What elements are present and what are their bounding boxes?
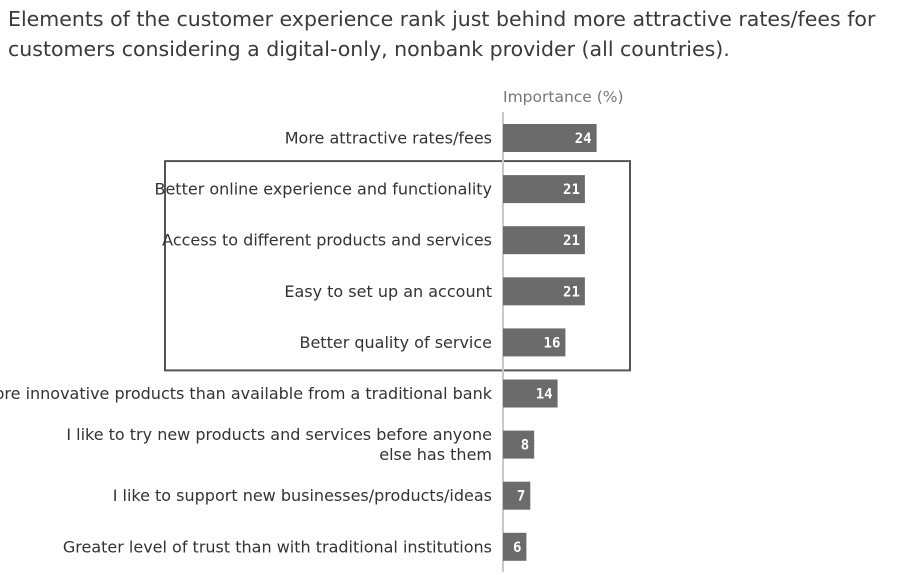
bar (503, 430, 535, 459)
data-label: 8 (521, 438, 529, 454)
value-axis-header: Importance (%) (503, 88, 624, 106)
data-label: 16 (544, 335, 561, 351)
data-label: 7 (517, 489, 525, 505)
category-label: More attractive rates/fees (285, 129, 492, 148)
data-label: 21 (563, 182, 580, 198)
category-label: Better quality of service (299, 333, 492, 352)
bars-group: 24 More attractive rates/fees 21 Better onl… (0, 124, 597, 561)
bar (503, 277, 585, 306)
bar (503, 124, 597, 152)
category-label: Greater level of trust than with traditi… (63, 537, 492, 556)
category-label: Better online experience and functionali… (154, 180, 492, 199)
category-label: More innovative products than available … (0, 384, 493, 403)
bar (503, 175, 585, 204)
data-label: 21 (563, 284, 580, 300)
highlight-box (164, 160, 631, 372)
bar (503, 328, 566, 357)
data-label: 6 (513, 540, 521, 556)
bar (503, 226, 585, 255)
category-label: I like to try new products and services … (66, 425, 492, 464)
data-label: 14 (536, 387, 553, 403)
data-label: 24 (575, 131, 592, 147)
category-label: I like to support new businesses/product… (113, 486, 492, 505)
category-label: Access to different products and service… (162, 231, 492, 250)
bar (503, 481, 531, 510)
bar (503, 532, 527, 561)
data-label: 21 (563, 233, 580, 249)
bar (503, 379, 558, 408)
chart-title: Elements of the customer experience rank… (8, 7, 876, 61)
category-label: Easy to set up an account (284, 282, 492, 301)
